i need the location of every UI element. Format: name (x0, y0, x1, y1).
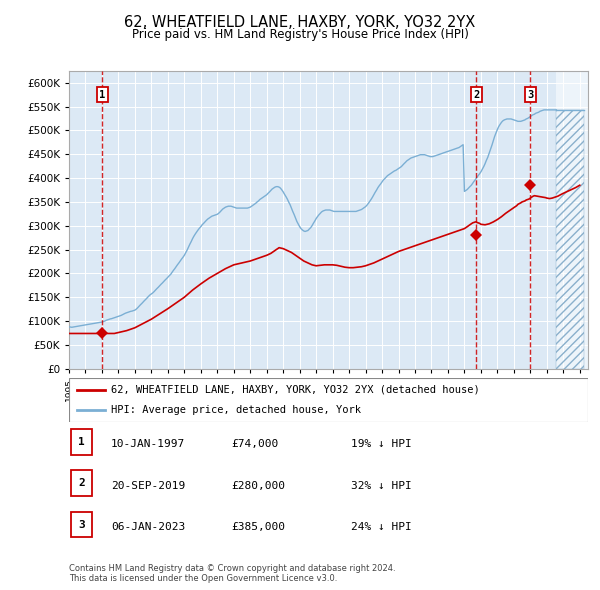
Text: 1: 1 (100, 90, 106, 100)
Text: 3: 3 (527, 90, 533, 100)
Text: 19% ↓ HPI: 19% ↓ HPI (351, 440, 412, 450)
FancyBboxPatch shape (71, 429, 92, 455)
Text: HPI: Average price, detached house, York: HPI: Average price, detached house, York (110, 405, 361, 415)
Text: 1: 1 (78, 437, 85, 447)
Text: 2: 2 (78, 478, 85, 488)
FancyBboxPatch shape (71, 470, 92, 496)
Text: 2: 2 (473, 90, 479, 100)
Text: 10-JAN-1997: 10-JAN-1997 (111, 440, 185, 450)
FancyBboxPatch shape (71, 512, 92, 537)
Bar (556, 71, 588, 369)
Text: £74,000: £74,000 (231, 440, 278, 450)
Text: 20-SEP-2019: 20-SEP-2019 (111, 481, 185, 491)
Text: 62, WHEATFIELD LANE, HAXBY, YORK, YO32 2YX (detached house): 62, WHEATFIELD LANE, HAXBY, YORK, YO32 2… (110, 385, 479, 395)
Text: 3: 3 (78, 520, 85, 529)
Text: 32% ↓ HPI: 32% ↓ HPI (351, 481, 412, 491)
Text: 06-JAN-2023: 06-JAN-2023 (111, 522, 185, 532)
Text: £385,000: £385,000 (231, 522, 285, 532)
Text: £280,000: £280,000 (231, 481, 285, 491)
Text: 24% ↓ HPI: 24% ↓ HPI (351, 522, 412, 532)
Text: Contains HM Land Registry data © Crown copyright and database right 2024.
This d: Contains HM Land Registry data © Crown c… (69, 563, 395, 583)
Text: 62, WHEATFIELD LANE, HAXBY, YORK, YO32 2YX: 62, WHEATFIELD LANE, HAXBY, YORK, YO32 2… (124, 15, 476, 30)
Text: Price paid vs. HM Land Registry's House Price Index (HPI): Price paid vs. HM Land Registry's House … (131, 28, 469, 41)
FancyBboxPatch shape (69, 378, 588, 422)
